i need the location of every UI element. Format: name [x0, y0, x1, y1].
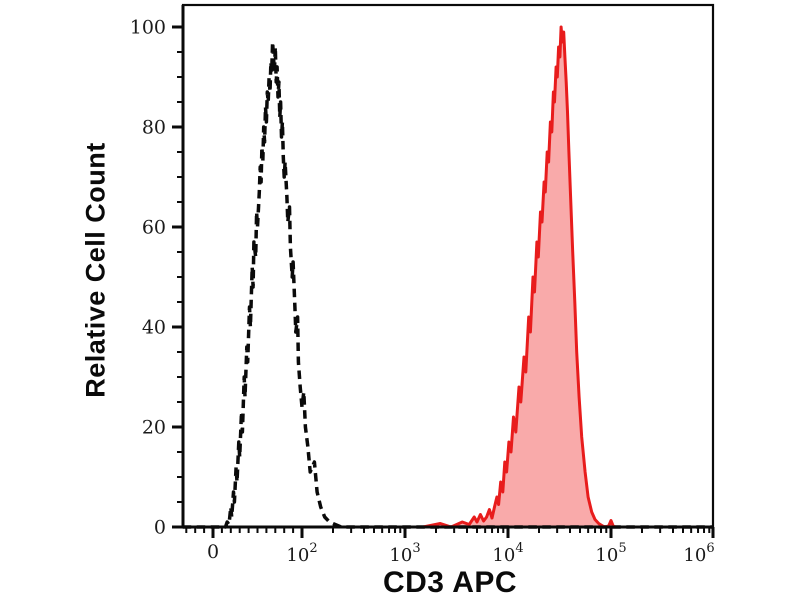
plot-frame	[181, 3, 715, 529]
y-axis-ticks: 0 20 40 60 80 100	[130, 17, 183, 539]
x-tick-label: 103	[389, 541, 420, 566]
y-tick-label: 80	[142, 117, 166, 139]
y-tick-label: 20	[142, 417, 166, 439]
x-axis-ticks: 0 102 103 104 105 106	[185, 527, 715, 566]
x-axis-title: CD3 APC	[382, 566, 518, 599]
control-histogram-curve	[182, 40, 714, 529]
x-tick-label: 106	[683, 541, 714, 566]
y-tick-label: 60	[142, 217, 166, 239]
x-tick-label: 104	[492, 541, 523, 566]
x-tick-label: 105	[595, 541, 626, 566]
y-tick-label: 100	[130, 17, 166, 39]
stained-histogram-fill	[182, 27, 714, 527]
y-tick-label: 40	[142, 317, 166, 339]
x-tick-label: 0	[207, 541, 219, 563]
stained-histogram-curve	[182, 25, 714, 529]
y-axis-title: Relative Cell Count	[80, 142, 111, 398]
x-tick-label: 102	[286, 541, 317, 566]
y-tick-label: 0	[154, 517, 166, 539]
